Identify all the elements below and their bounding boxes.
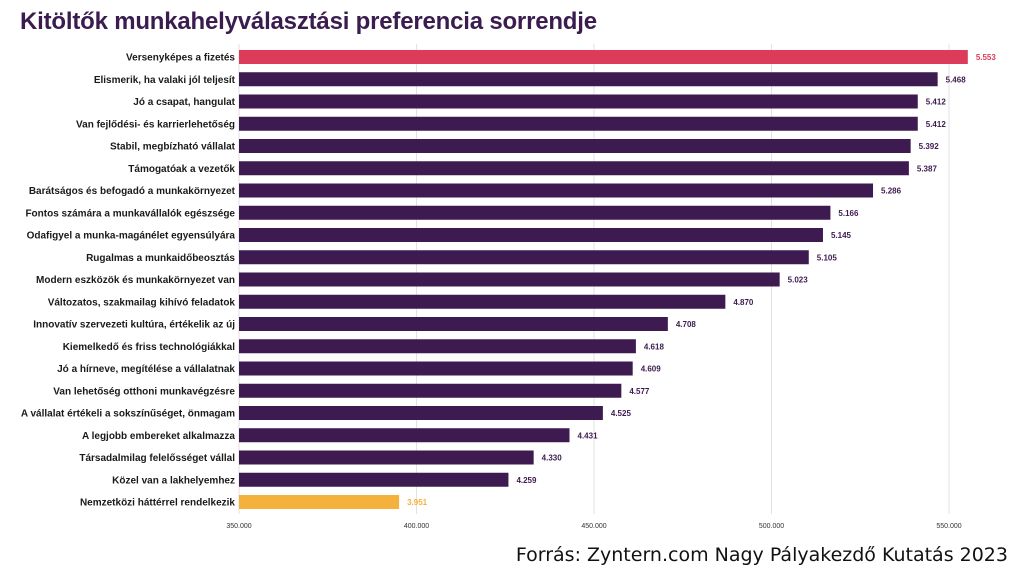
bar — [239, 139, 911, 153]
value-label: 5.412 — [926, 98, 947, 107]
x-tick-label: 550.000 — [936, 523, 961, 530]
bar — [239, 228, 823, 242]
bar — [239, 183, 874, 198]
category-label: Közel van a lakhelyemhez — [112, 475, 235, 486]
category-label: Társadalmilag felelősséget vállal — [79, 453, 235, 464]
x-tick-label: 400.000 — [404, 523, 429, 530]
value-label: 4.330 — [542, 454, 563, 463]
value-label: 3.951 — [407, 498, 428, 507]
category-label: Nemzetközi háttérrel rendelkezik — [80, 498, 235, 509]
category-label: Versenyképes a fizetés — [126, 53, 235, 64]
category-label: Elismerik, ha valaki jól teljesít — [94, 75, 236, 86]
value-label: 5.286 — [881, 187, 902, 196]
bar — [239, 294, 726, 309]
value-label: 4.259 — [516, 476, 537, 485]
bar — [239, 161, 909, 176]
bar — [239, 406, 603, 420]
value-label: 5.023 — [788, 276, 809, 285]
category-label: Rugalmas a munkaidőbeosztás — [86, 253, 235, 264]
value-label: 5.392 — [919, 142, 940, 151]
bar — [239, 205, 831, 220]
value-label: 5.105 — [817, 253, 838, 262]
category-label: Jó a hírneve, megítélése a vállalatnak — [57, 364, 235, 375]
category-label: Fontos számára a munkavállalók egészsége — [25, 208, 235, 219]
category-label: Jó a csapat, hangulat — [133, 97, 235, 108]
value-label: 4.525 — [611, 409, 632, 418]
value-label: 4.618 — [644, 342, 665, 351]
category-label: Stabil, megbízható vállalat — [110, 142, 236, 153]
value-label: 4.870 — [733, 298, 754, 307]
bar — [239, 50, 968, 64]
value-label: 4.577 — [629, 387, 650, 396]
source-note: Forrás: Zyntern.com Nagy Pályakezdő Kuta… — [515, 544, 1008, 566]
chart-title: Kitöltők munkahelyválasztási preferencia… — [20, 8, 597, 35]
value-labels: 5.553 5.468 5.412 5.412 5.392 5.387 5.286 5.166… — [407, 53, 996, 507]
bar — [239, 94, 918, 109]
bar — [239, 472, 509, 487]
value-label: 5.166 — [838, 209, 859, 218]
value-label: 5.145 — [831, 231, 852, 240]
category-label: Kiemelkedő és friss technológiákkal — [63, 342, 236, 353]
bar — [239, 72, 938, 87]
category-labels: Versenyképes a fizetés Elismerik, ha vala… — [21, 53, 236, 509]
value-label: 5.412 — [926, 120, 947, 129]
bar — [239, 428, 570, 443]
bar — [239, 272, 780, 287]
bar — [239, 383, 622, 398]
x-axis-ticks: 350.000 400.000 450.000 500.000 550.000 — [226, 523, 961, 530]
value-label: 4.708 — [676, 320, 697, 329]
bar — [239, 339, 636, 354]
x-tick-label: 450.000 — [581, 523, 606, 530]
category-label: Van fejlődési- és karrierlehetőség — [76, 119, 235, 130]
category-label: A vállalat értékeli a sokszínűséget, önm… — [21, 409, 235, 420]
category-label: Barátságos és befogadó a munkakörnyezet — [29, 186, 236, 197]
category-label: A legjobb embereket alkalmazza — [82, 431, 235, 442]
category-label: Támogatóak a vezetők — [128, 164, 235, 175]
bar — [239, 250, 809, 265]
value-label: 5.387 — [917, 164, 938, 173]
value-label: 5.553 — [976, 53, 997, 62]
bar — [239, 116, 918, 131]
category-label: Modern eszközök és munkakörnyezet van — [36, 275, 235, 286]
category-label: Változatos, szakmailag kihívó feladatok — [48, 297, 236, 308]
value-label: 5.468 — [946, 75, 967, 84]
bar — [239, 361, 633, 376]
bar — [239, 317, 668, 331]
value-label: 4.609 — [641, 365, 662, 374]
bar — [239, 495, 400, 509]
bars — [239, 50, 968, 509]
category-label: Innovatív szervezeti kultúra, értékelik … — [33, 320, 235, 331]
x-tick-label: 350.000 — [226, 523, 251, 530]
category-label: Van lehetőség otthoni munkavégzésre — [53, 386, 235, 397]
value-label: 4.431 — [578, 431, 599, 440]
x-tick-label: 500.000 — [759, 523, 784, 530]
bar — [239, 450, 534, 465]
category-label: Odafigyel a munka-magánélet egyensúlyára — [27, 231, 236, 242]
